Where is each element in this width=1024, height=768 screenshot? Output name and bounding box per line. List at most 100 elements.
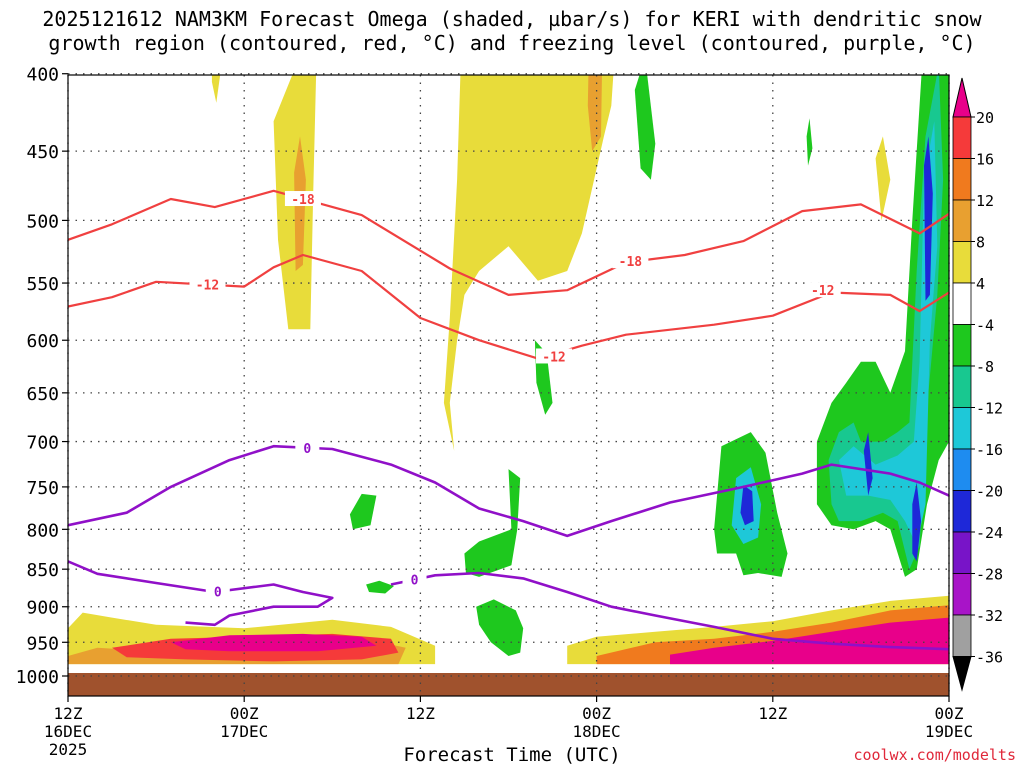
ytick-label-650: 650 — [26, 384, 59, 405]
xtick-label-36-1: 18DEC — [573, 722, 621, 741]
colorbar-segment-1 — [952, 116, 972, 159]
omega-region-28 — [170, 633, 377, 652]
colorbar-segment-11 — [952, 531, 972, 574]
xtick-label-48-0: 12Z — [758, 704, 787, 723]
omega-region-15 — [863, 432, 873, 496]
omega-shading-layer — [68, 0, 949, 665]
ytick-label-600: 600 — [26, 331, 59, 352]
dgz-contour-1 — [68, 253, 949, 360]
omega-region-22 — [857, 0, 867, 23]
freezing-label-2-bg — [402, 571, 427, 587]
dgz-label-0: -18 — [291, 193, 315, 208]
dgz-extra-label-1: -18 — [619, 255, 643, 270]
dgz-label-1-bg — [189, 276, 226, 292]
ytick-label-900: 900 — [26, 598, 59, 619]
omega-region-13 — [924, 136, 933, 301]
ytick-label-850: 850 — [26, 560, 59, 581]
ytick-label-950: 950 — [26, 633, 59, 654]
y-axis: 2503003504004505005506006507007508008509… — [16, 65, 68, 688]
colorbar-segment-12 — [952, 573, 972, 616]
dgz-label-1: -12 — [196, 279, 219, 294]
freezing-label-1: 0 — [214, 586, 222, 601]
colorbar-segment-4 — [952, 241, 972, 284]
omega-region-3 — [587, 75, 602, 152]
freezing-contour-2 — [390, 571, 949, 651]
freezing-label-0: 0 — [303, 442, 311, 457]
xtick-label-60-1: 19DEC — [925, 722, 973, 741]
dgz-label-0-bg — [284, 191, 321, 207]
colorbar-bottom-arrow — [952, 656, 972, 692]
omega-region-19 — [366, 580, 394, 594]
ytick-label-1000: 1000 — [16, 667, 59, 688]
xtick-label-0-0: 12Z — [54, 704, 83, 723]
omega-region-16 — [349, 493, 377, 530]
colorbar-label-0: 20 — [976, 109, 994, 127]
ground-bar — [68, 673, 949, 696]
colorbar-segment-10 — [952, 490, 972, 533]
colorbar-label-6: -8 — [976, 358, 994, 376]
xtick-label-12-0: 00Z — [230, 704, 259, 723]
ytick-label-450: 450 — [26, 142, 59, 163]
x-axis-label: Forecast Time (UTC) — [403, 744, 621, 766]
colorbar-segment-7 — [952, 365, 972, 408]
ytick-label-750: 750 — [26, 478, 59, 499]
colorbar-label-8: -16 — [976, 441, 1003, 459]
xtick-label-36-0: 00Z — [582, 704, 611, 723]
colorbar-segment-8 — [952, 407, 972, 450]
omega-region-4 — [211, 75, 221, 103]
plot-frame — [67, 74, 950, 697]
colorbar-segment-9 — [952, 448, 972, 491]
omega-region-9 — [740, 485, 754, 526]
freezing-label-0-bg — [295, 439, 320, 455]
colorbar-label-5: -4 — [976, 317, 994, 335]
omega-region-2 — [443, 75, 614, 451]
colorbar-label-12: -32 — [976, 607, 1003, 625]
colorbar-label-7: -12 — [976, 400, 1003, 418]
omega-region-21 — [806, 118, 813, 166]
xtick-label-0-1: 16DEC — [44, 722, 92, 741]
freezing-contour-0 — [68, 444, 949, 538]
colorbar-label-11: -28 — [976, 566, 1003, 584]
chart-title: 2025121612 NAM3KM Forecast Omega (shaded… — [42, 7, 982, 31]
colorbar: 20 16 12 8 4 -4 -8 -12 -16 -20 -24 -28 -32 -36 — [952, 77, 1003, 692]
colorbar-label-1: 16 — [976, 151, 994, 169]
dgz-extra-label-2-bg — [804, 282, 841, 298]
colorbar-label-10: -24 — [976, 524, 1003, 542]
colorbar-segment-2 — [952, 158, 972, 201]
colorbar-label-2: 12 — [976, 192, 994, 210]
ytick-label-400: 400 — [26, 65, 59, 86]
site-credit: coolwx.com/modelts — [853, 746, 1016, 764]
xtick-label-0-2: 2025 — [49, 740, 88, 759]
freezing-contour-1 — [68, 560, 334, 627]
ytick-label-700: 700 — [26, 433, 59, 454]
omega-region-14 — [912, 482, 922, 562]
ytick-label-550: 550 — [26, 274, 59, 295]
dgz-extra-label-2: -12 — [811, 284, 834, 299]
dgz-extra-label-0: -12 — [542, 350, 565, 365]
chart-subtitle: growth region (contoured, red, °C) and f… — [48, 31, 976, 55]
xtick-label-24-0: 12Z — [406, 704, 435, 723]
contour-layer — [68, 189, 949, 651]
dgz-extra-label-1-bg — [612, 253, 649, 269]
colorbar-label-3: 8 — [976, 234, 985, 252]
xtick-label-12-1: 17DEC — [220, 722, 268, 741]
contour-labels: -18 -12 -12 -18 -12 0 0 0 — [189, 191, 841, 601]
colorbar-label-9: -20 — [976, 483, 1003, 501]
colorbar-label-13: -36 — [976, 649, 1003, 667]
dgz-extra-label-0-bg — [536, 348, 573, 364]
omega-region-18 — [476, 599, 524, 656]
omega-region-5 — [634, 75, 656, 180]
omega-region-23 — [875, 136, 891, 221]
freezing-label-1-bg — [205, 583, 230, 599]
colorbar-segment-3 — [952, 199, 972, 242]
ytick-label-500: 500 — [26, 211, 59, 232]
xtick-label-60-0: 00Z — [935, 704, 964, 723]
colorbar-segment-13 — [952, 614, 972, 657]
dgz-contour-0 — [68, 189, 949, 296]
colorbar-segment-6 — [952, 324, 972, 367]
omega-region-17 — [464, 469, 521, 577]
freezing-label-2: 0 — [411, 574, 419, 589]
ytick-label-800: 800 — [26, 520, 59, 541]
